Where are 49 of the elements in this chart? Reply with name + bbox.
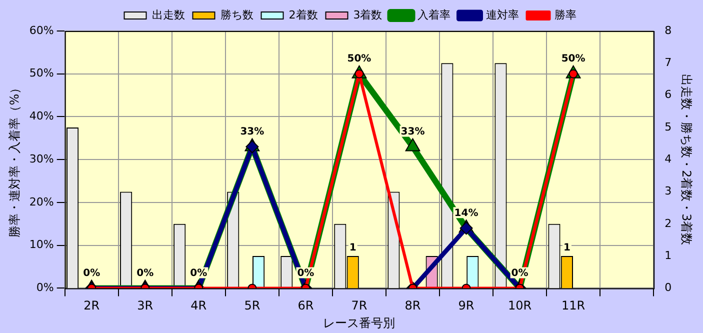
- y2-tick-label: 3: [664, 184, 672, 198]
- y-tick-label: 50%: [29, 66, 54, 80]
- y-axis-title: 勝率・連対率・入着率（%）: [7, 82, 22, 238]
- y2-tick-label: 4: [664, 152, 672, 166]
- x-axis-title: レース番号別: [323, 316, 396, 330]
- y-tick-label: 40%: [29, 110, 54, 123]
- x-tick-label: 7R: [351, 298, 368, 313]
- legend-label: 勝ち数: [220, 8, 254, 22]
- y2-tick-label: 1: [664, 248, 672, 262]
- y-tick-label: 0%: [36, 281, 54, 294]
- point: [405, 138, 420, 152]
- data-label: 0%: [511, 268, 528, 279]
- y2-tick-label: 6: [664, 88, 672, 102]
- x-tick-label: 5R: [244, 298, 260, 313]
- y-tick-label: 60%: [29, 24, 54, 37]
- y-tick-label: 10%: [29, 238, 54, 252]
- data-label: 0%: [190, 268, 208, 279]
- x-tick-label: 2R: [84, 298, 100, 313]
- data-label: 33%: [400, 126, 425, 138]
- x-tick-label: 8R: [404, 298, 421, 313]
- data-label: 0%: [297, 268, 314, 279]
- y2-axis-title: 出走数・勝ち数・2着数・3着数: [680, 74, 694, 246]
- data-label: 33%: [240, 126, 264, 138]
- legend-label: 出走数: [152, 8, 185, 22]
- y2-tick-label: 0: [664, 281, 672, 294]
- x-tick-label: 3R: [137, 298, 154, 313]
- y2-tick-label: 8: [664, 24, 672, 37]
- legend-label: 勝率: [554, 8, 577, 22]
- data-label: 50%: [347, 53, 372, 64]
- legend-label: 2着数: [288, 8, 318, 22]
- x-tick-label: 6R: [298, 298, 314, 313]
- data-label: 1: [563, 242, 570, 254]
- legend-label: 連対率: [486, 8, 520, 22]
- legend-label: 3着数: [353, 8, 382, 22]
- x-tick-label: 10R: [508, 298, 532, 313]
- data-label: 50%: [561, 53, 586, 64]
- data-label: 14%: [454, 208, 478, 219]
- data-label: 0%: [83, 268, 100, 279]
- x-tick-label: 11R: [562, 298, 586, 313]
- y2-tick-label: 5: [664, 120, 672, 134]
- y2-tick-label: 7: [664, 56, 672, 70]
- y-tick-label: 30%: [29, 152, 54, 166]
- legend-label: 入着率: [418, 8, 451, 22]
- data-label: 0%: [136, 268, 154, 279]
- y2-tick-label: 2: [664, 216, 672, 230]
- x-tick-label: 4R: [190, 298, 207, 313]
- x-tick-label: 9R: [458, 298, 474, 313]
- data-label: 1: [349, 242, 356, 254]
- y-tick-label: 20%: [29, 195, 54, 208]
